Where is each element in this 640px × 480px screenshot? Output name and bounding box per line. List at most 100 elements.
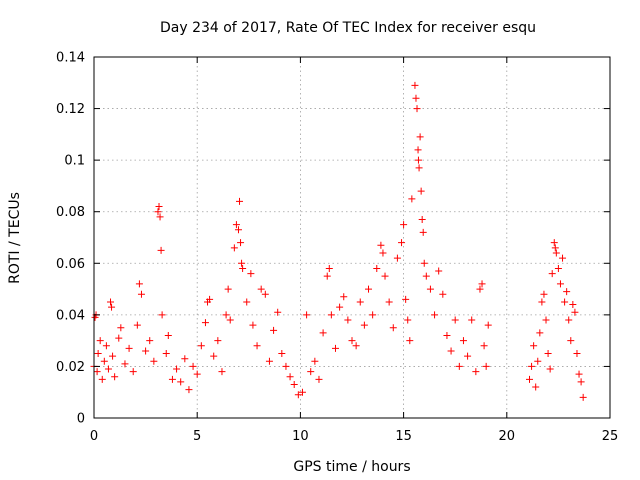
data-point — [344, 316, 352, 324]
data-point — [389, 324, 397, 332]
data-point — [365, 285, 373, 293]
data-point — [168, 375, 176, 383]
data-point — [214, 337, 222, 345]
data-point — [561, 298, 569, 306]
data-point — [569, 301, 577, 309]
data-point — [443, 331, 451, 339]
data-point — [402, 295, 410, 303]
data-point — [115, 334, 123, 342]
data-point — [385, 298, 393, 306]
y-tick-label: 0.08 — [56, 205, 85, 220]
data-point — [226, 316, 234, 324]
x-tick-label: 5 — [193, 429, 201, 444]
data-point — [125, 344, 133, 352]
data-point — [189, 362, 197, 370]
y-tick-label: 0.04 — [56, 308, 85, 323]
data-point — [249, 321, 257, 329]
data-point — [411, 81, 419, 89]
data-point — [224, 285, 232, 293]
data-point — [406, 337, 414, 345]
data-point — [177, 378, 185, 386]
data-point — [303, 311, 311, 319]
data-point — [290, 380, 298, 388]
data-point — [307, 368, 315, 376]
data-point — [340, 293, 348, 301]
tick-labels: 0 5 10 15 20 25 0 0.02 0.04 0.06 0.08 0.1 0.12 0.14 — [56, 51, 618, 445]
data-point — [468, 316, 476, 324]
data-point — [526, 375, 534, 383]
data-point — [451, 316, 459, 324]
data-point — [286, 373, 294, 381]
data-point — [117, 324, 125, 332]
data-point — [278, 350, 286, 358]
data-point — [107, 298, 115, 306]
data-point — [93, 368, 101, 376]
data-point — [417, 187, 425, 195]
data-point — [420, 259, 428, 267]
data-point — [554, 264, 562, 272]
data-point — [282, 362, 290, 370]
data-point — [319, 329, 327, 337]
data-point — [197, 342, 205, 350]
data-point — [173, 365, 181, 373]
data-point — [294, 391, 302, 399]
data-point — [408, 195, 416, 203]
data-point — [142, 347, 150, 355]
data-point — [210, 352, 218, 360]
data-point — [98, 375, 106, 383]
data-point — [369, 311, 377, 319]
data-point — [230, 244, 238, 252]
data-point — [311, 357, 319, 365]
data-point — [552, 249, 560, 257]
data-point — [348, 337, 356, 345]
data-point — [133, 321, 141, 329]
data-point — [472, 368, 480, 376]
data-point — [419, 228, 427, 236]
data-point — [373, 264, 381, 272]
data-point — [571, 308, 579, 316]
data-point — [325, 264, 333, 272]
plot-frame — [93, 56, 611, 419]
data-point — [111, 373, 119, 381]
data-point — [162, 350, 170, 358]
data-point — [96, 337, 104, 345]
data-point — [158, 311, 166, 319]
data-point — [573, 350, 581, 358]
y-axis-title: ROTI / TECUs — [7, 192, 23, 284]
data-point — [315, 375, 323, 383]
data-point — [482, 362, 490, 370]
x-tick-label: 10 — [292, 429, 309, 444]
data-point — [121, 360, 129, 368]
data-point — [270, 326, 278, 334]
data-point — [257, 285, 265, 293]
data-point — [356, 298, 364, 306]
y-tick-label: 0.02 — [56, 360, 85, 375]
data-point — [567, 337, 575, 345]
data-point — [156, 213, 164, 221]
data-point — [154, 208, 162, 216]
data-point — [137, 290, 145, 298]
data-point — [544, 350, 552, 358]
data-point — [480, 342, 488, 350]
y-tick-label: 0.14 — [56, 51, 85, 66]
data-point — [534, 357, 542, 365]
data-point — [478, 280, 486, 288]
x-tick-label: 0 — [90, 429, 98, 444]
data-point — [323, 272, 331, 280]
data-point — [155, 203, 163, 211]
data-point — [563, 288, 571, 296]
data-point — [157, 246, 165, 254]
data-point — [416, 133, 424, 141]
data-point — [135, 280, 143, 288]
data-point — [201, 319, 209, 327]
data-point — [150, 357, 158, 365]
data-point — [181, 355, 189, 363]
x-tick-label: 25 — [602, 429, 619, 444]
data-point — [540, 290, 548, 298]
y-tick-label: 0 — [77, 412, 85, 427]
data-point — [185, 386, 193, 394]
data-point — [546, 365, 554, 373]
data-point — [146, 337, 154, 345]
data-point — [237, 239, 245, 247]
data-point — [206, 295, 214, 303]
